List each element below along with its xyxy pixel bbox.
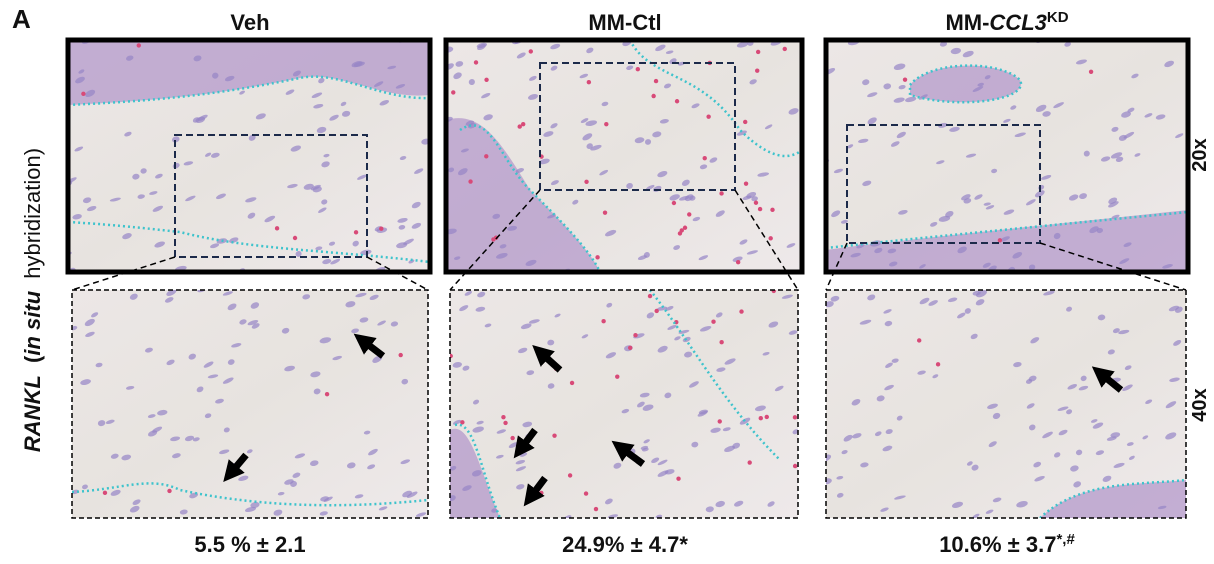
rankl-signal <box>603 210 607 214</box>
rankl-signal <box>628 346 632 350</box>
rankl-signal <box>484 78 488 82</box>
rankl-signal <box>743 120 747 124</box>
rankl-signal <box>587 80 591 84</box>
rankl-signal <box>137 43 141 47</box>
rankl-signal <box>706 114 710 118</box>
figure-panel: A RANKL (in situ hybridization) 20x 40x … <box>0 0 1214 564</box>
rankl-signal <box>510 436 514 440</box>
rankl-signal <box>354 230 358 234</box>
rankl-signal <box>501 415 505 419</box>
rankl-signal <box>484 154 488 158</box>
rankl-signal <box>744 181 748 185</box>
rankl-signal <box>648 294 652 298</box>
column-title: Veh <box>230 10 269 35</box>
rankl-signal <box>568 473 572 477</box>
rankl-signal <box>103 491 107 495</box>
micrograph <box>441 37 802 274</box>
rankl-signal <box>604 122 608 126</box>
rankl-signal <box>584 491 588 495</box>
tissue <box>450 290 798 518</box>
caption-superscript: *,# <box>1056 531 1075 548</box>
rankl-signal <box>449 354 453 358</box>
rankl-signal <box>379 227 383 231</box>
rankl-signal <box>474 60 478 64</box>
rankl-signal <box>651 94 655 98</box>
rankl-signal <box>719 340 723 344</box>
rankl-signal <box>399 353 403 357</box>
title-part: MM- <box>945 10 989 35</box>
rankl-signal <box>765 415 769 419</box>
rankl-signal <box>521 122 525 126</box>
y-axis-label: RANKL (in situ hybridization) <box>20 148 45 452</box>
rankl-signal <box>783 47 787 51</box>
rankl-signal <box>719 191 723 195</box>
row-label: 40x <box>1189 388 1211 421</box>
method: in situ <box>20 290 45 355</box>
rankl-signal <box>633 333 637 337</box>
rankl-signal <box>748 460 752 464</box>
rankl-signal <box>167 489 171 493</box>
column-title: MM-Ctl <box>588 10 661 35</box>
rankl-signal <box>275 226 279 230</box>
rankl-signal <box>293 236 297 240</box>
micrograph <box>820 289 1186 520</box>
micrograph <box>64 35 431 275</box>
rankl-signal <box>636 67 640 71</box>
caption: 5.5 % ± 2.1 <box>194 532 305 557</box>
rankl-signal <box>683 226 687 230</box>
caption: 10.6% ± 3.7*,# <box>939 531 1075 557</box>
rankl-signal <box>676 476 680 480</box>
caption: 24.9% ± 4.7* <box>562 532 688 557</box>
rankl-signal <box>570 381 574 385</box>
rankl-signal <box>81 92 85 96</box>
rankl-signal <box>739 309 743 313</box>
rankl-signal <box>759 416 763 420</box>
rankl-signal <box>601 319 605 323</box>
rankl-signal <box>768 236 772 240</box>
rankl-signal <box>451 90 455 94</box>
rankl-signal <box>736 260 740 264</box>
rankl-signal <box>754 201 758 205</box>
title-superscript: KD <box>1047 9 1069 26</box>
rankl-signal <box>325 392 329 396</box>
rankl-signal <box>758 207 762 211</box>
micrograph <box>448 289 800 520</box>
rankl-signal <box>672 201 676 205</box>
method-rest: hybridization) <box>20 148 45 279</box>
rankl-signal <box>903 77 907 81</box>
rankl-signal <box>917 338 921 342</box>
row-label: 20x <box>1189 138 1211 171</box>
rankl-signal <box>936 362 940 366</box>
gene-name: RANKL <box>20 375 45 452</box>
rankl-signal <box>793 464 797 468</box>
rankl-signal <box>468 179 472 183</box>
rankl-signal <box>654 309 658 313</box>
title-italic: CCL3 <box>989 10 1046 35</box>
rankl-signal <box>687 212 691 216</box>
rankl-signal <box>711 319 715 323</box>
rankl-signal <box>703 156 707 160</box>
micrograph <box>822 37 1188 274</box>
rankl-signal <box>654 79 658 83</box>
rankl-signal <box>998 238 1002 242</box>
rankl-signal <box>770 208 774 212</box>
rankl-signal <box>594 507 598 511</box>
panel-label: A <box>12 4 31 34</box>
rankl-signal <box>552 433 556 437</box>
rankl-signal <box>584 180 588 184</box>
micrograph <box>70 287 428 518</box>
rankl-signal <box>529 49 533 53</box>
rankl-signal <box>793 415 797 419</box>
rankl-signal <box>539 491 543 495</box>
rankl-signal <box>503 421 507 425</box>
rankl-signal <box>615 374 619 378</box>
column-title: MM-CCL3KD <box>945 9 1068 35</box>
rankl-signal <box>675 99 679 103</box>
rankl-signal <box>755 69 759 73</box>
rankl-signal <box>756 50 760 54</box>
caption-part: 10.6% ± 3.7 <box>939 532 1056 557</box>
rankl-signal <box>595 255 599 259</box>
rankl-signal <box>718 419 722 423</box>
rankl-signal <box>1089 70 1093 74</box>
